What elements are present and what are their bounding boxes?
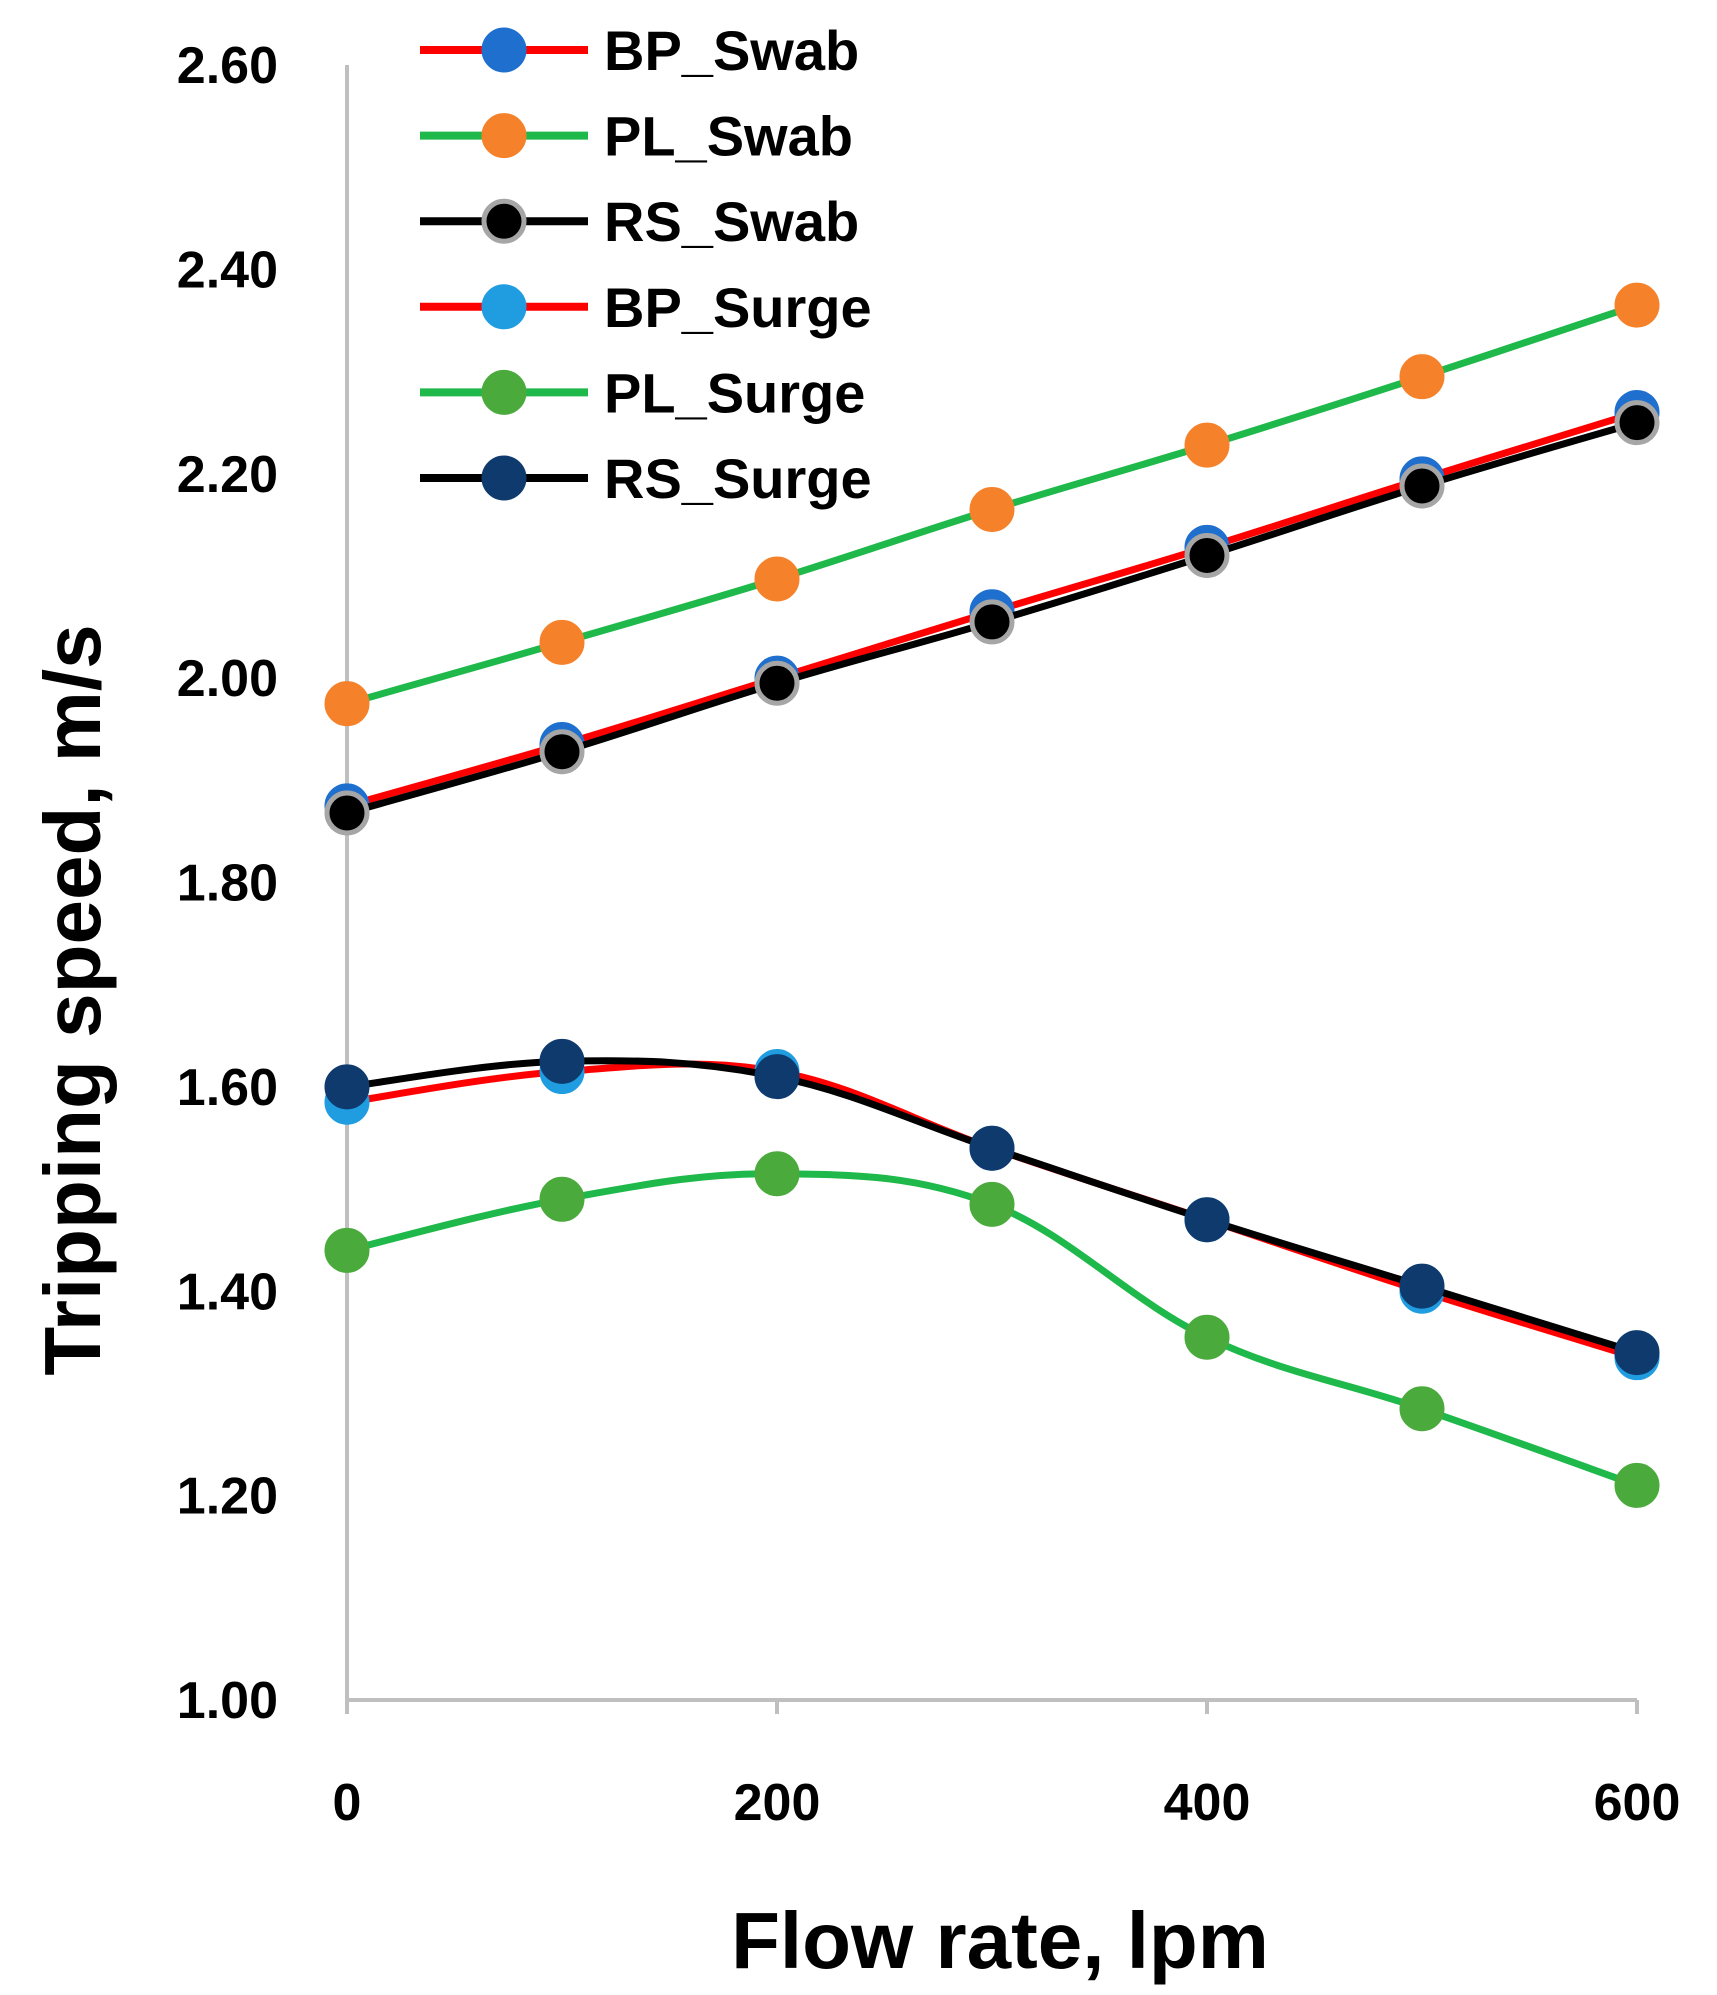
- y-tick-label: 2.40: [177, 241, 278, 299]
- data-point: [969, 1125, 1015, 1171]
- data-point: [1184, 422, 1230, 468]
- series-RS_Swab: [324, 400, 1660, 836]
- legend-entry: BP_Swab: [420, 19, 859, 82]
- data-point: [324, 1227, 370, 1273]
- data-point: [1614, 282, 1660, 328]
- data-point: [754, 1054, 800, 1100]
- data-point: [754, 556, 800, 602]
- axes: 1.00 1.20 1.40 1.60 1.80 2.00 2.20 2.40 2.60 0 200…: [177, 37, 1681, 1832]
- y-tick-label: 1.40: [177, 1263, 278, 1321]
- data-point: [1184, 533, 1230, 578]
- data-point: [539, 1038, 585, 1084]
- series-RS_Surge: [324, 1038, 1660, 1376]
- y-tick-label: 1.00: [177, 1672, 278, 1730]
- data-point: [1614, 1462, 1660, 1508]
- data-point: [1614, 400, 1660, 446]
- x-tick-label: 600: [1594, 1774, 1681, 1832]
- data-point: [969, 599, 1015, 645]
- legend-marker: [481, 27, 527, 73]
- series-PL_Surge: [324, 1151, 1660, 1508]
- legend-entry: BP_Surge: [420, 276, 872, 339]
- legend-label: PL_Swab: [604, 105, 853, 168]
- legend-entry: PL_Swab: [420, 105, 853, 168]
- data-point: [969, 487, 1015, 533]
- legend: BP_Swab PL_Swab RS_Swab BP_Surge PL_Surge RS_…: [420, 19, 872, 510]
- y-tick-label: 2.00: [177, 650, 278, 708]
- legend-entry: PL_Surge: [420, 361, 865, 424]
- data-point: [1399, 1263, 1445, 1309]
- y-axis-title: Tripping speed, m/s: [28, 624, 117, 1375]
- legend-marker: [481, 113, 527, 159]
- data-point: [1184, 1197, 1230, 1243]
- legend-entry: RS_Swab: [420, 190, 859, 253]
- legend-label: BP_Surge: [604, 276, 872, 339]
- data-point: [1399, 354, 1445, 400]
- x-tick-label: 400: [1164, 1774, 1251, 1832]
- y-tick-label: 1.20: [177, 1468, 278, 1526]
- legend-label: RS_Surge: [604, 447, 872, 510]
- y-tick-label: 1.80: [177, 855, 278, 913]
- legend-entry: RS_Surge: [420, 447, 872, 510]
- legend-marker: [481, 455, 527, 501]
- data-point: [539, 1176, 585, 1222]
- series-PL_Swab: [324, 282, 1660, 727]
- x-axis-title: Flow rate, lpm: [731, 1896, 1269, 1985]
- data-point: [324, 790, 370, 836]
- data-point: [539, 729, 585, 775]
- y-tick-label: 1.60: [177, 1059, 278, 1117]
- data-point: [969, 1181, 1015, 1227]
- data-point: [539, 619, 585, 665]
- x-tick-label: 0: [333, 1774, 362, 1832]
- legend-label: BP_Swab: [604, 19, 859, 82]
- legend-marker: [481, 369, 527, 415]
- data-point: [324, 1064, 370, 1110]
- legend-marker: [481, 284, 527, 330]
- data-point: [1614, 1330, 1660, 1376]
- data-point: [754, 1151, 800, 1197]
- legend-marker: [481, 198, 527, 244]
- x-tick-label: 200: [734, 1774, 821, 1832]
- data-point: [1399, 1386, 1445, 1432]
- series-layer: [324, 282, 1660, 1508]
- data-point: [1184, 1314, 1230, 1360]
- legend-label: PL_Surge: [604, 361, 865, 424]
- data-point: [1399, 463, 1445, 509]
- legend-label: RS_Swab: [604, 190, 859, 253]
- data-point: [754, 660, 800, 706]
- data-point: [324, 681, 370, 727]
- y-tick-label: 2.60: [177, 37, 278, 95]
- y-tick-label: 2.20: [177, 446, 278, 504]
